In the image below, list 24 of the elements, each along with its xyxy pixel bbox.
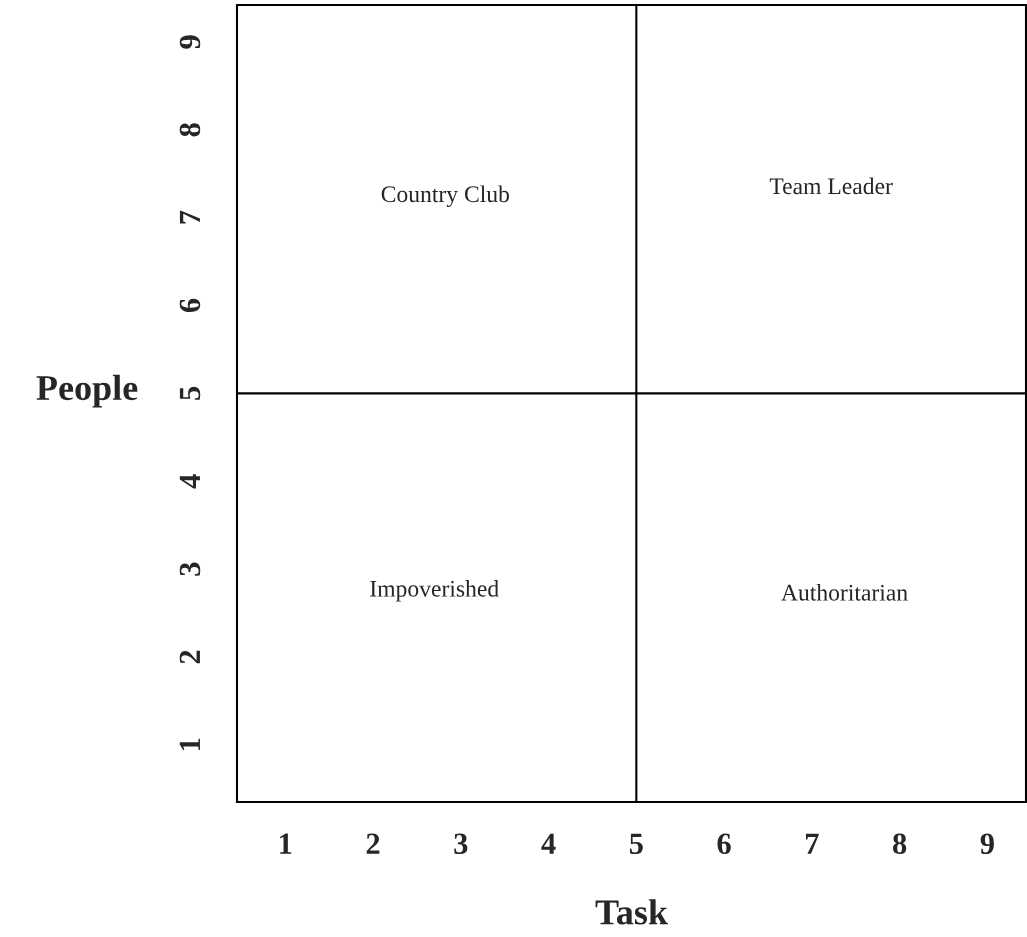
x-tick-label: 6 <box>717 833 731 855</box>
y-tick-label: 2 <box>179 650 200 664</box>
y-tick-label: 6 <box>179 298 201 313</box>
y-tick-label: 3 <box>179 562 201 576</box>
x-tick-label: 3 <box>454 833 468 855</box>
x-tick-label: 2 <box>366 833 380 854</box>
y-tick-label: 8 <box>179 123 201 137</box>
x-tick-label: 9 <box>980 833 994 855</box>
y-tick-label: 4 <box>179 474 200 489</box>
x-tick-label: 1 <box>280 833 292 854</box>
y-tick-label: 1 <box>179 738 200 751</box>
annotation: Impoverished <box>370 580 499 602</box>
x-tick-label: 4 <box>541 833 556 854</box>
annotation: Country Club <box>381 185 509 208</box>
y-tick-label: 5 <box>179 386 201 400</box>
annotation: Authoritarian <box>781 584 908 601</box>
x-tick-label: 5 <box>629 833 643 855</box>
x-axis-title: Task <box>595 899 668 925</box>
annotation: Team Leader <box>769 177 893 195</box>
y-tick-label: 9 <box>179 35 201 49</box>
x-tick-label: 8 <box>893 833 907 855</box>
y-tick-label: 7 <box>179 210 200 224</box>
y-axis-title: People <box>36 374 138 408</box>
x-tick-label: 7 <box>805 833 819 854</box>
